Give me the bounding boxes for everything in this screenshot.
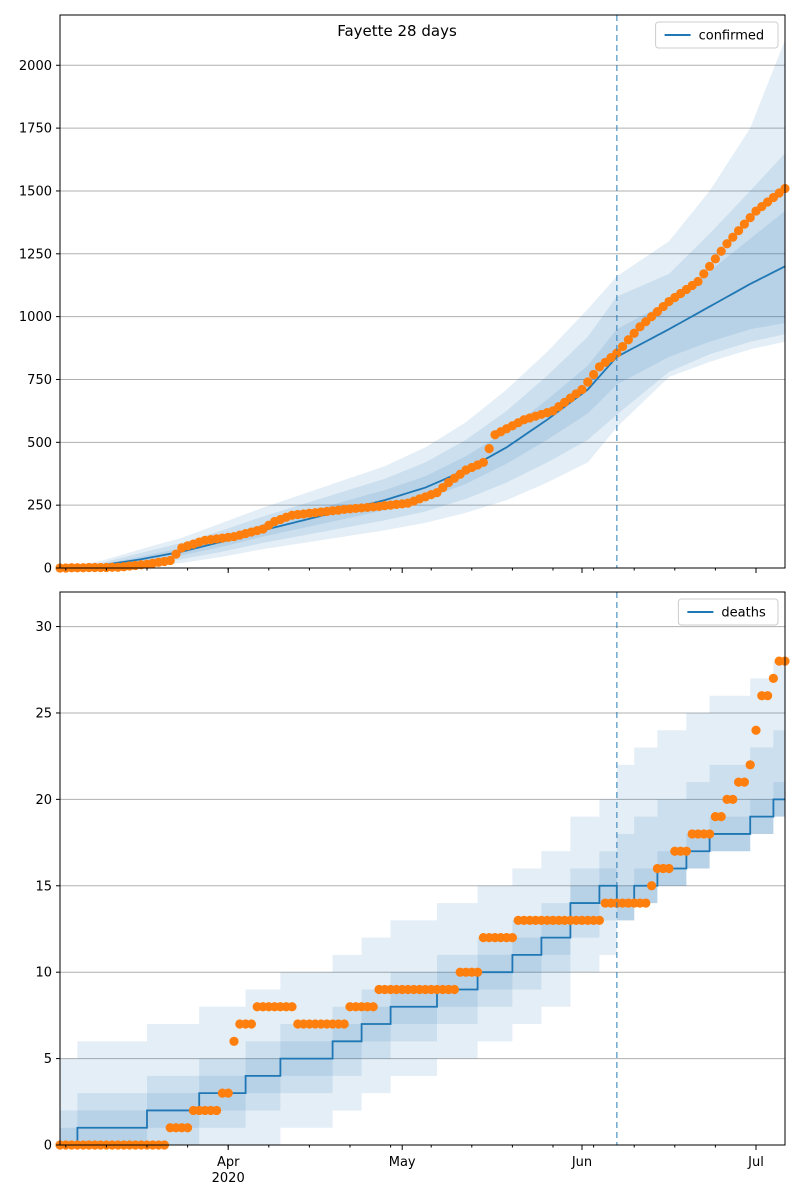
observed-point [705, 261, 715, 271]
y-tick-label: 2000 [19, 59, 52, 74]
y-tick-label: 0 [44, 562, 52, 577]
axes-frame [59, 591, 786, 1146]
y-tick-label: 500 [27, 436, 52, 451]
confidence-band-80 [60, 730, 785, 1145]
y-tick-label: 1500 [19, 184, 52, 199]
y-tick-label: 1750 [19, 122, 52, 137]
y-tick-label: 250 [27, 499, 52, 514]
observed-point [473, 967, 483, 977]
observed-point [745, 212, 755, 223]
observed-point [716, 246, 726, 256]
deaths-observed-points [55, 656, 790, 1150]
observed-point [618, 341, 628, 352]
observed-point [229, 1036, 239, 1046]
observed-point [212, 1105, 222, 1116]
observed-point [716, 812, 726, 822]
y-tick-label: 1250 [19, 247, 52, 262]
observed-point [287, 1002, 297, 1012]
legend-box [655, 21, 779, 49]
observed-point [223, 1088, 233, 1098]
observed-point [722, 239, 732, 249]
observed-point [594, 915, 605, 925]
y-tick-label: 20 [35, 793, 52, 808]
observed-point [699, 269, 709, 279]
chart-title: Fayette 28 days [337, 22, 457, 40]
observed-point [484, 444, 494, 454]
x-tick-label: Apr [217, 1155, 240, 1170]
deaths-legend: deaths [677, 598, 779, 626]
observed-point [739, 219, 750, 229]
observed-point [623, 335, 634, 345]
observed-point [763, 691, 773, 701]
confirmed-observed-points [55, 183, 790, 573]
observed-point [768, 673, 779, 684]
x-tick-label: May [389, 1155, 416, 1170]
observed-point [478, 457, 488, 468]
y-tick-label: 0 [44, 1139, 52, 1154]
y-tick-label: 15 [35, 879, 52, 894]
observed-point [739, 777, 750, 787]
legend-box [677, 598, 779, 626]
observed-point [751, 725, 761, 735]
y-tick-label: 30 [35, 620, 52, 635]
y-tick-label: 1000 [19, 310, 52, 325]
observed-point [583, 377, 593, 387]
observed-point [612, 348, 622, 358]
observed-point [693, 276, 703, 287]
deaths-grid [60, 626, 785, 1060]
confirmed-axes: 0 250 500 750 1000 1250 1500 1750 2000 [19, 14, 786, 577]
y-tick-label: 25 [35, 706, 52, 721]
observed-point [589, 369, 599, 380]
y-tick-label: 750 [27, 373, 52, 388]
legend-label-confirmed: confirmed [699, 29, 765, 44]
observed-point [507, 933, 517, 943]
observed-point [246, 1019, 256, 1029]
observed-point [710, 254, 721, 264]
observed-point [171, 549, 181, 559]
observed-point [647, 881, 657, 891]
y-tick-label: 10 [35, 966, 52, 981]
observed-point [577, 384, 587, 395]
observed-point [368, 1002, 378, 1012]
observed-point [641, 898, 651, 908]
observed-point [728, 794, 738, 804]
observed-point [745, 760, 755, 770]
confidence-band-50 [60, 782, 785, 1145]
observed-point [681, 846, 692, 856]
observed-point [734, 226, 744, 236]
observed-point [728, 232, 738, 242]
confirmed-grid [60, 64, 785, 506]
confidence-band-80 [60, 153, 785, 568]
x-tick-sublabel: 2020 [212, 1171, 245, 1186]
axes-frame [59, 14, 786, 569]
legend-label-deaths: deaths [721, 606, 766, 621]
confirmed-legend: confirmed [655, 21, 779, 49]
observed-point [664, 863, 674, 874]
confidence-band-95 [60, 40, 785, 569]
confirmed-panel: 0 250 500 750 1000 1250 1500 1750 2000 Fayette 2… [19, 14, 790, 577]
observed-point [449, 984, 459, 995]
observed-point [183, 1123, 193, 1133]
x-tick-label: Jun [571, 1155, 592, 1170]
observed-point [629, 328, 639, 338]
x-tick-label: Jul [747, 1155, 764, 1170]
observed-point [165, 555, 175, 566]
observed-point [339, 1019, 349, 1029]
y-tick-label: 5 [44, 1052, 52, 1067]
observed-point [705, 829, 715, 839]
